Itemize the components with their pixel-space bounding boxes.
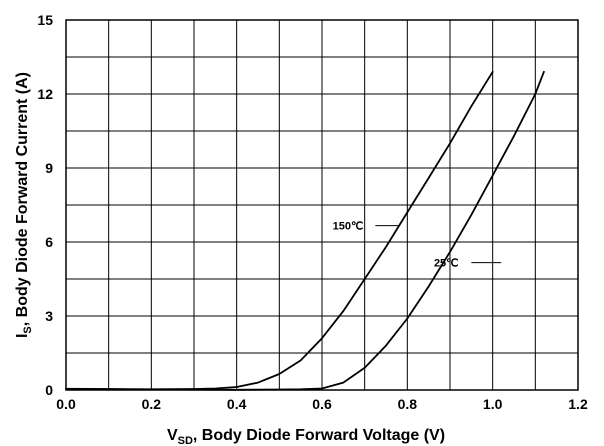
grid (66, 20, 578, 390)
plot-area-frame (65, 19, 579, 391)
series-group (65, 70, 545, 391)
series-labels: 150℃ 25℃ (333, 221, 502, 270)
x-tick-label: 1.2 (568, 396, 588, 412)
x-tick-label: 0.0 (56, 396, 76, 412)
y-axis-title: IS, Body Diode Forward Current (A) (14, 72, 34, 338)
x-axis-title-symbol: V (167, 427, 178, 444)
x-tick-label: 0.6 (312, 396, 332, 412)
series-label-1: 25℃ (434, 258, 459, 270)
x-tick-label: 0.8 (398, 396, 418, 412)
x-axis-title-subscript: SD (178, 435, 193, 446)
y-axis-title-symbol: I (14, 334, 31, 338)
y-tick-label: 12 (37, 86, 53, 102)
x-axis-title: VSD, Body Diode Forward Voltage (V) (167, 427, 445, 446)
x-tick-label: 0.2 (142, 396, 162, 412)
tick-labels: 0.0 0.2 0.4 0.6 0.8 1.0 1.2 0 3 6 9 12 15 (37, 12, 588, 412)
x-tick-label: 1.0 (483, 396, 503, 412)
y-axis-title-text: , Body Diode Forward Current (A) (14, 72, 31, 326)
series-line-1 (65, 70, 545, 391)
y-tick-label: 0 (45, 382, 53, 398)
x-axis-title-text: , Body Diode Forward Voltage (V) (193, 427, 445, 444)
x-tick-label: 0.4 (227, 396, 247, 412)
y-tick-label: 6 (45, 234, 53, 250)
y-tick-label: 3 (45, 308, 53, 324)
y-axis-title-subscript: S (22, 326, 34, 333)
y-tick-label: 9 (45, 160, 53, 176)
y-tick-label: 15 (37, 12, 53, 28)
series-label-0: 150℃ (333, 221, 364, 233)
